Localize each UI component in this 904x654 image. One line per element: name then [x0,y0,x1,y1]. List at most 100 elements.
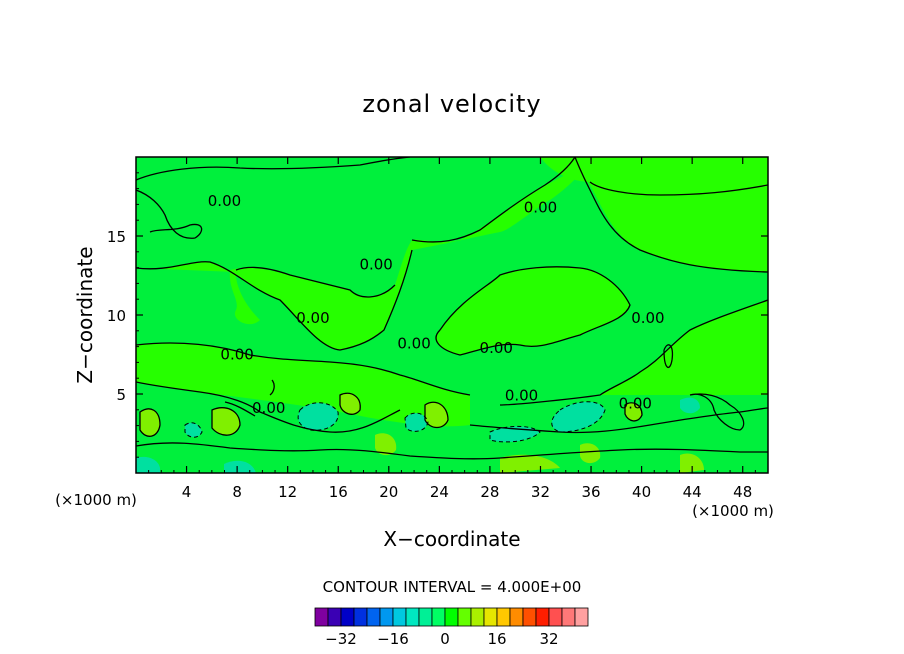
contour-label: 0.00 [397,334,430,352]
y-tick-label: 10 [107,307,126,325]
colorbar-swatch [366,607,381,627]
chart-title: zonal velocity [362,90,541,118]
contour-line [136,442,768,460]
contour-line [404,412,429,432]
contour-label: 0.00 [619,394,652,412]
region-strong-7 [625,402,642,421]
region-strong-5 [375,433,397,456]
x-axis-label: X−coordinate [383,527,520,551]
colorbar-swatch [340,607,355,627]
x-tick-label: 8 [232,483,242,501]
contour-label: 0.00 [631,309,664,327]
contour-line [297,402,339,431]
contour-label: 0.00 [208,192,241,210]
region-strong-9 [500,454,560,473]
plot-area: 0.00 0.00 0.00 0.00 0.00 0.00 0.00 0.00 0.00 0.00… [136,157,768,473]
colorbar-swatch [509,607,524,627]
contour-line [624,402,643,422]
colorbar-swatch [561,607,576,627]
colorbar-swatch [379,607,394,627]
contour-label: 0.00 [252,399,285,417]
contour-label: 0.00 [359,255,392,273]
x-unit-right: (×1000 m) [692,502,774,520]
colorbar: −32 −16 0 16 32 [314,607,589,648]
contour-label: 0.00 [220,346,253,364]
contour-interval-label: CONTOUR INTERVAL = 4.000E+00 [323,578,582,596]
colorbar-swatch [522,607,537,627]
x-tick-label: 4 [182,483,192,501]
colorbar-swatch [314,607,329,627]
region-positive-lower-left [136,343,470,427]
contour-line [411,157,576,243]
colorbar-swatch [327,607,342,627]
contour-line [339,392,361,415]
region-negative-6 [185,422,202,438]
x-tick-label: 16 [329,483,348,501]
x-tick-label: 36 [581,483,600,501]
contour-line [435,266,631,356]
region-positive-middle [436,266,630,355]
x-tick-label: 32 [531,483,550,501]
contour-line [489,425,541,443]
contour-label-layer: 0.00 0.00 0.00 0.00 0.00 0.00 0.00 0.00 0.00 0.00… [208,192,665,417]
colorbar-swatch [470,607,485,627]
contour-line [136,157,411,181]
region-negative-2 [551,401,605,432]
contour-line [184,422,203,438]
region-strong-8 [680,453,704,473]
colorbar-swatch [444,607,459,627]
contour-lines [136,157,768,460]
contour-line [469,407,768,434]
colorbar-swatch [405,607,420,627]
x-tick-label: 40 [632,483,651,501]
colorbar-swatch [457,607,472,627]
contour-line [136,189,203,239]
colorbar-tick-label: −32 [325,630,357,648]
region-strong-6 [580,443,601,464]
colorbar-swatch [431,607,446,627]
contour-line [689,393,745,431]
negative-contour-lines [184,401,606,443]
y-tick-label: 15 [107,228,126,246]
x-tick-label: 12 [278,483,297,501]
y-axis-label: Z−coordinate [73,246,97,383]
contour-line [574,157,768,273]
contour-label: 0.00 [480,339,513,357]
colorbar-swatch [483,607,498,627]
contour-line [663,344,674,369]
colorbar-tick-label: 16 [487,630,506,648]
contour-line [224,401,256,417]
contour-label: 0.00 [505,387,538,405]
region-negative-8 [224,460,256,473]
region-negative-1 [298,402,339,431]
region-positive-upper-left [136,165,588,350]
colorbar-swatch [392,607,407,627]
x-tick-label: 24 [430,483,449,501]
region-negative-7 [680,397,700,414]
region-negative-5 [136,456,160,473]
colorbar-swatch [548,607,563,627]
region-strong-4 [425,402,448,428]
contour-line [211,407,241,436]
contour-line [589,181,768,196]
contour-line [424,401,449,429]
contour-line [235,266,396,298]
colorbar-swatch [353,607,368,627]
colorbar-swatch [535,607,550,627]
colorbar-tick-label: 32 [539,630,558,648]
colorbar-swatch [574,607,589,627]
contour-label: 0.00 [524,199,557,217]
y-tick-label: 5 [116,386,126,404]
contour-line [499,299,768,406]
region-strong-3 [340,393,361,415]
x-tick-label: 48 [733,483,752,501]
contour-label: 0.00 [296,309,329,327]
contour-line [136,342,471,396]
region-strong-1 [140,408,160,437]
region-strong-2 [212,407,240,436]
x-unit-left: (×1000 m) [55,491,137,509]
x-tick-label: 20 [379,483,398,501]
contour-line [269,379,275,396]
